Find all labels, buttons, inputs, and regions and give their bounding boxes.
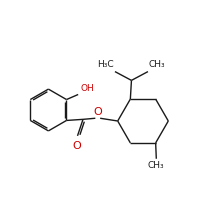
Text: O: O — [72, 141, 81, 151]
Text: OH: OH — [80, 84, 94, 93]
Text: CH₃: CH₃ — [148, 161, 165, 170]
Text: CH₃: CH₃ — [149, 60, 165, 69]
Text: H₃C: H₃C — [97, 60, 114, 69]
Text: O: O — [94, 107, 102, 117]
